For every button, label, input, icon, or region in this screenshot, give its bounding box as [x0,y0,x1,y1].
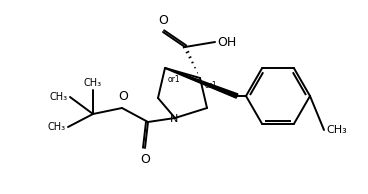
Text: N: N [170,114,178,124]
Text: CH₃: CH₃ [50,92,68,102]
Text: or1: or1 [168,75,181,85]
Text: O: O [140,153,150,166]
Text: O: O [158,14,168,27]
Text: O: O [118,90,128,103]
Text: or1: or1 [205,81,217,90]
Polygon shape [165,68,238,98]
Text: CH₃: CH₃ [326,125,347,135]
Text: CH₃: CH₃ [84,78,102,88]
Text: CH₃: CH₃ [48,122,66,132]
Text: OH: OH [217,36,236,48]
